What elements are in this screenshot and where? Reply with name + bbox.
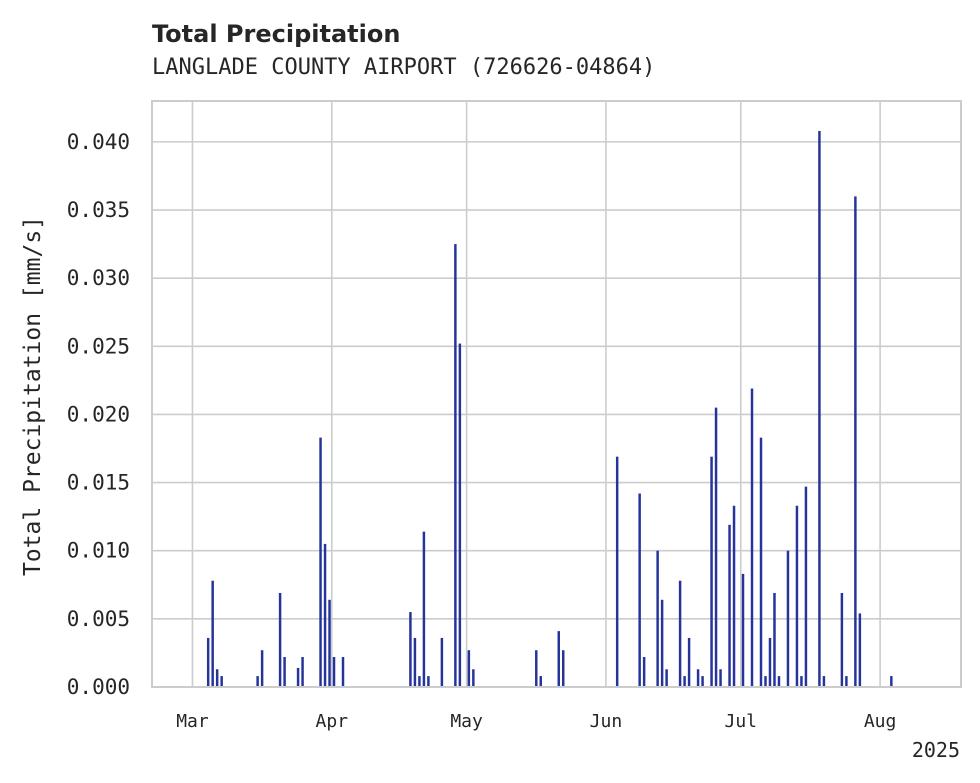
precip-bar: [741, 573, 745, 687]
precip-bar: [840, 592, 844, 687]
precip-bar: [728, 524, 731, 687]
precip-bar: [660, 599, 664, 687]
precip-bar: [458, 343, 462, 687]
precip-bar: [328, 599, 331, 687]
precip-bar: [638, 493, 641, 687]
x-axis-year-label: 2025: [912, 738, 960, 762]
precip-bar: [562, 650, 565, 687]
x-tick-label: Jun: [590, 711, 623, 732]
bars-layer: [206, 130, 893, 688]
precip-bar: [687, 637, 691, 687]
precip-bar: [409, 612, 412, 687]
precip-bar: [557, 631, 560, 687]
y-axis-ticks: 0.000 0.005 0.010 0.015 0.020 0.025 0.030 0.035…: [67, 130, 130, 699]
precip-bar: [710, 456, 713, 687]
precip-bar: [220, 676, 223, 687]
precip-bar: [422, 531, 426, 687]
precip-bar: [804, 486, 808, 687]
precip-bar: [777, 676, 781, 687]
precip-bar: [696, 669, 700, 687]
y-axis-label: Total Precipitation [mm/s]: [20, 216, 46, 576]
precip-bar: [759, 437, 763, 687]
y-tick-label: 0.005: [67, 607, 130, 631]
precip-bar: [278, 592, 282, 687]
x-tick-label: Aug: [864, 711, 897, 732]
precip-bar: [683, 676, 686, 687]
precip-bar: [296, 667, 300, 687]
precip-bar: [786, 550, 790, 687]
precip-bar: [768, 637, 772, 687]
plot-frame: [151, 100, 962, 688]
chart-title: Total Precipitation: [152, 20, 400, 48]
precip-bar: [215, 669, 219, 687]
precip-bar: [642, 657, 646, 687]
precip-bar: [427, 676, 430, 687]
precip-bar: [535, 650, 538, 687]
y-tick-label: 0.025: [67, 334, 130, 358]
precip-bar: [283, 657, 286, 687]
precip-bar: [413, 637, 417, 687]
precip-bar: [818, 130, 821, 688]
precip-bar: [890, 676, 893, 687]
precip-bar: [719, 669, 722, 687]
chart-subtitle: LANGLADE COUNTY AIRPORT (726626-04864): [152, 55, 655, 80]
precip-bar: [795, 505, 799, 687]
precip-bar: [732, 505, 736, 687]
precip-bar: [678, 580, 682, 687]
precip-bar: [332, 657, 336, 687]
precip-bar: [656, 550, 659, 687]
precip-bar: [440, 637, 444, 687]
x-tick-label: Apr: [316, 711, 349, 732]
y-tick-label: 0.040: [67, 130, 130, 154]
precip-bar: [472, 669, 475, 687]
y-tick-label: 0.020: [67, 402, 130, 426]
y-tick-label: 0.010: [67, 539, 130, 563]
precip-bar: [800, 676, 803, 687]
y-tick-label: 0.035: [67, 198, 130, 222]
y-tick-label: 0.015: [67, 471, 130, 495]
precip-bar: [260, 650, 264, 687]
precip-bar: [845, 676, 848, 687]
x-tick-label: May: [450, 711, 483, 732]
x-tick-label: Mar: [176, 711, 209, 732]
precip-bar: [714, 407, 718, 687]
grid-layer: [152, 101, 961, 688]
precip-bar: [301, 657, 304, 687]
precip-bar: [323, 543, 327, 687]
precip-bar: [539, 676, 543, 687]
precip-bar: [418, 676, 421, 687]
precip-bar: [854, 196, 857, 687]
precip-bar: [319, 437, 322, 687]
precip-bar: [256, 676, 259, 687]
precip-bar: [211, 580, 214, 687]
precip-bar: [341, 657, 345, 687]
precip-bar: [615, 456, 619, 687]
precip-bar: [764, 676, 767, 687]
precip-bar: [858, 613, 862, 687]
precip-bar: [454, 244, 457, 687]
precip-bar: [750, 388, 754, 687]
y-tick-label: 0.030: [67, 266, 130, 290]
precip-bar: [206, 637, 210, 687]
precip-bar: [467, 650, 471, 687]
precip-bar: [822, 676, 826, 687]
x-tick-label: Jul: [725, 711, 758, 732]
precip-bar: [773, 592, 776, 687]
x-axis-ticks: Mar Apr May Jun Jul Aug: [176, 711, 896, 732]
y-tick-label: 0.000: [67, 675, 130, 699]
precip-bar: [701, 676, 704, 687]
precip-bar: [665, 669, 668, 687]
